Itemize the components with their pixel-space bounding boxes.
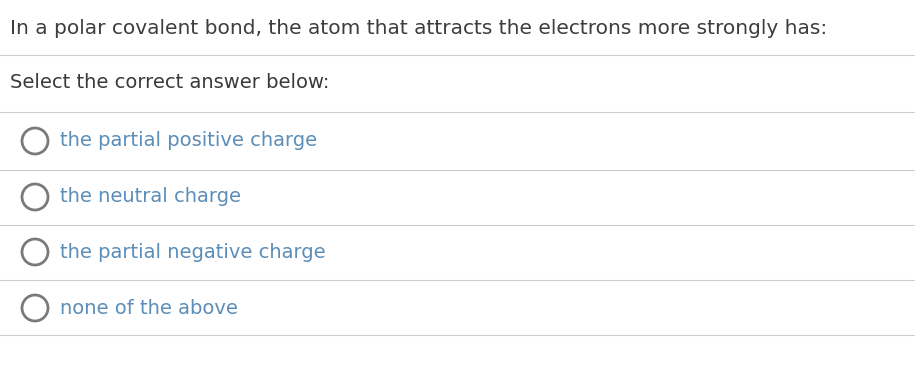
- Text: the partial positive charge: the partial positive charge: [60, 132, 318, 151]
- Text: Select the correct answer below:: Select the correct answer below:: [10, 74, 329, 92]
- Text: In a polar covalent bond, the atom that attracts the electrons more strongly has: In a polar covalent bond, the atom that …: [10, 18, 827, 37]
- Text: none of the above: none of the above: [60, 298, 238, 318]
- Text: the neutral charge: the neutral charge: [60, 187, 241, 206]
- Text: the partial negative charge: the partial negative charge: [60, 243, 326, 261]
